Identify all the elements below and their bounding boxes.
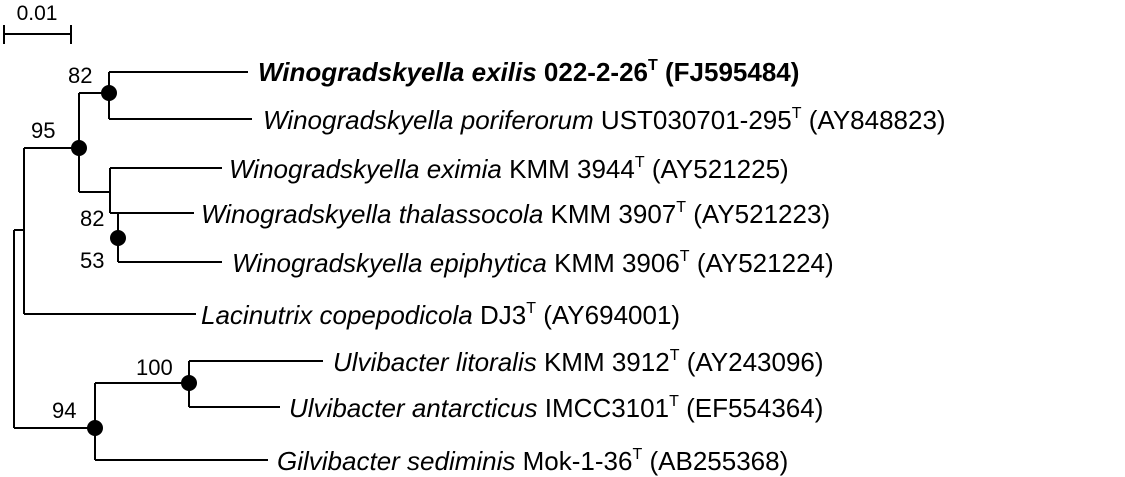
taxon-label-ulvibacter-litoralis: Ulvibacter litoralis KMM 3912T (AY243096… <box>333 347 824 377</box>
taxon-label-winogradskyella-epiphytica: Winogradskyella epiphytica KMM 3906T (AY… <box>232 248 834 278</box>
taxon-label-winogradskyella-eximia: Winogradskyella eximia KMM 3944T (AY5212… <box>229 154 789 184</box>
node-dot <box>87 420 103 436</box>
node-dot <box>181 375 197 391</box>
taxon-label-lacinutrix-copepodicola: Lacinutrix copepodicola DJ3T (AY694001) <box>201 300 680 330</box>
scale-bar: 0.01 <box>3 2 72 44</box>
node-dot <box>101 85 117 101</box>
bootstrap-value: 95 <box>31 118 55 143</box>
bootstrap-value: 82 <box>68 63 92 88</box>
node-markers <box>71 85 197 436</box>
taxon-labels: Winogradskyella exilis 022-2-26T (FJ5954… <box>201 57 946 476</box>
node-dot <box>71 140 87 156</box>
taxon-label-winogradskyella-exilis: Winogradskyella exilis 022-2-26T (FJ5954… <box>258 57 799 87</box>
taxon-label-winogradskyella-poriferorum: Winogradskyella poriferorum UST030701-29… <box>263 105 946 135</box>
taxon-label-winogradskyella-thalassocola: Winogradskyella thalassocola KMM 3907T (… <box>201 199 830 229</box>
bootstrap-value: 53 <box>80 248 104 273</box>
bootstrap-value: 100 <box>136 355 173 380</box>
node-dot <box>110 230 126 246</box>
bootstrap-value: 94 <box>52 398 76 423</box>
scale-bar-label: 0.01 <box>17 2 58 25</box>
taxon-label-ulvibacter-antarcticus: Ulvibacter antarcticus IMCC3101T (EF5543… <box>289 393 823 423</box>
bootstrap-values: 82 95 82 53 100 94 <box>31 63 173 423</box>
bootstrap-value: 82 <box>80 206 104 231</box>
taxon-label-gilvibacter-sediminis: Gilvibacter sediminis Mok-1-36T (AB25536… <box>277 446 788 476</box>
